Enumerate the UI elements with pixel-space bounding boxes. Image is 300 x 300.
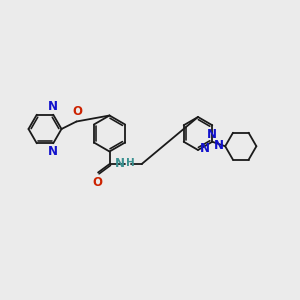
Text: O: O	[92, 176, 103, 188]
Text: O: O	[72, 105, 82, 118]
Text: H: H	[126, 158, 135, 169]
Text: N: N	[214, 139, 224, 152]
Text: N: N	[115, 157, 124, 170]
Text: N: N	[207, 128, 217, 141]
Text: N: N	[48, 100, 58, 112]
Text: N: N	[48, 146, 58, 158]
Text: N: N	[200, 142, 210, 155]
